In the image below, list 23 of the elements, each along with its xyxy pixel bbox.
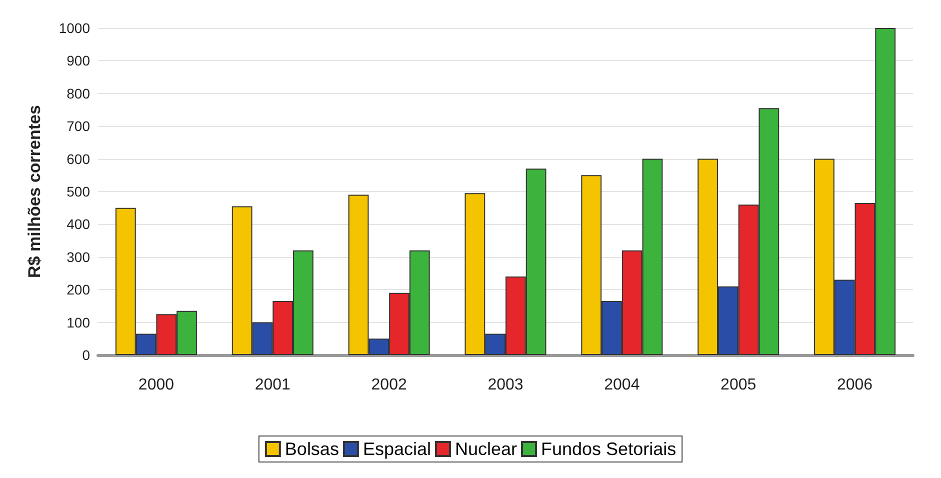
x-tick-label: 2004 [604,376,640,394]
x-tick-label: 2001 [254,376,291,394]
x-tick-label: 2006 [836,376,873,394]
y-tick-label: 1000 [58,20,90,36]
y-tick-label: 800 [66,85,90,102]
x-tick-label: 2005 [720,376,756,394]
y-axis-title: R$ milhões correntes [25,105,44,278]
legend-label: Bolsas [284,439,339,459]
y-tick-label: 300 [66,248,90,265]
x-tick-label: 2003 [488,376,524,394]
y-tick-label: 200 [66,282,90,298]
y-tick-label: 0 [82,347,90,363]
y-tick-label: 400 [66,216,90,232]
legend-label: Nuclear [454,439,518,459]
y-tick-label: 900 [66,52,90,69]
y-tick-label: 600 [66,150,90,167]
legend-label: Fundos Setoriais [541,439,676,459]
y-tick-label: 700 [66,118,90,134]
legend-label: Espacial [362,439,431,459]
y-tick-label: 500 [66,184,90,200]
y-tick-label: 100 [66,314,90,330]
x-tick-label: 2002 [371,376,407,394]
x-tick-label: 2000 [138,376,174,394]
